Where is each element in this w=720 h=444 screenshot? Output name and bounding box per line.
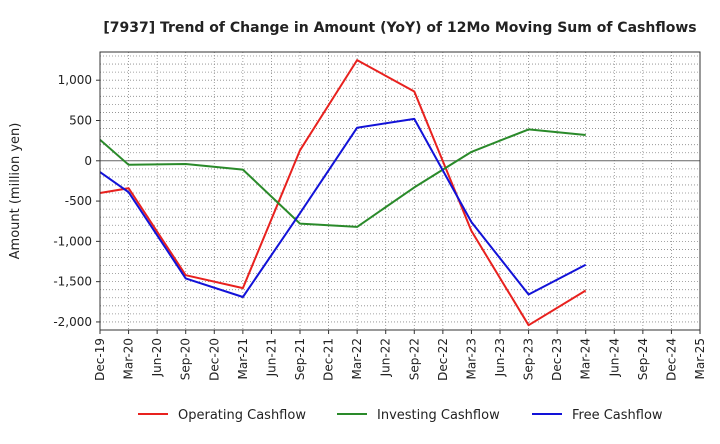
- y-tick-label: -1,000: [53, 234, 92, 248]
- y-axis-label: Amount (million yen): [8, 123, 23, 260]
- x-tick-label: Dec-21: [322, 338, 336, 381]
- y-tick-label: -500: [65, 194, 92, 208]
- legend-label: Free Cashflow: [572, 408, 663, 423]
- x-tick-label: Sep-20: [179, 338, 193, 380]
- series-line-free-cashflow: [99, 117, 587, 298]
- x-tick-label: Mar-23: [464, 338, 478, 379]
- y-tick-label: -2,000: [53, 315, 92, 329]
- x-tick-label: Jun-23: [493, 338, 507, 377]
- x-tick-label: Mar-20: [122, 338, 136, 379]
- legend: Operating Cashflow Investing Cashflow Free…: [138, 408, 663, 423]
- series-line-operating-cashflow: [99, 59, 587, 327]
- x-tick-label: Mar-25: [693, 338, 707, 379]
- x-tick-label: Jun-20: [150, 338, 164, 377]
- x-tick-label: Mar-22: [350, 338, 364, 379]
- legend-label: Operating Cashflow: [178, 408, 306, 423]
- legend-label: Investing Cashflow: [377, 408, 500, 423]
- chart-title: [7937] Trend of Change in Amount (YoY) o…: [103, 20, 696, 36]
- x-tick-label: Sep-24: [636, 338, 650, 380]
- x-tick-label: Sep-22: [407, 338, 421, 380]
- x-tick-label: Sep-21: [293, 338, 307, 380]
- x-axis-ticks: Dec-19 Mar-20 Jun-20 Sep-20 Dec-20 Mar-21 Jun-…: [93, 330, 707, 381]
- plot-area-frame: [99, 51, 701, 331]
- x-tick-label: Mar-21: [236, 338, 250, 379]
- y-tick-label: 1,000: [58, 73, 92, 87]
- y-tick-label: 0: [84, 154, 92, 168]
- x-tick-label: Mar-24: [579, 338, 593, 379]
- grid: [99, 52, 701, 331]
- x-tick-label: Jun-21: [264, 338, 278, 377]
- x-tick-label: Dec-23: [550, 338, 564, 381]
- series-lines: [99, 59, 587, 327]
- x-tick-label: Dec-20: [207, 338, 221, 381]
- x-tick-label: Jun-22: [379, 338, 393, 377]
- y-axis-ticks: 1,000 500 0 -500 -1,000 -1,500 -2,000: [53, 73, 100, 329]
- x-tick-label: Jun-24: [607, 338, 621, 377]
- series-line-investing-cashflow: [99, 128, 586, 228]
- x-tick-label: Dec-24: [664, 338, 678, 381]
- y-tick-label: -1,500: [53, 275, 92, 289]
- x-tick-label: Sep-23: [522, 338, 536, 380]
- x-tick-label: Dec-19: [93, 338, 107, 381]
- y-tick-label: 500: [69, 113, 92, 127]
- x-tick-label: Dec-22: [436, 338, 450, 381]
